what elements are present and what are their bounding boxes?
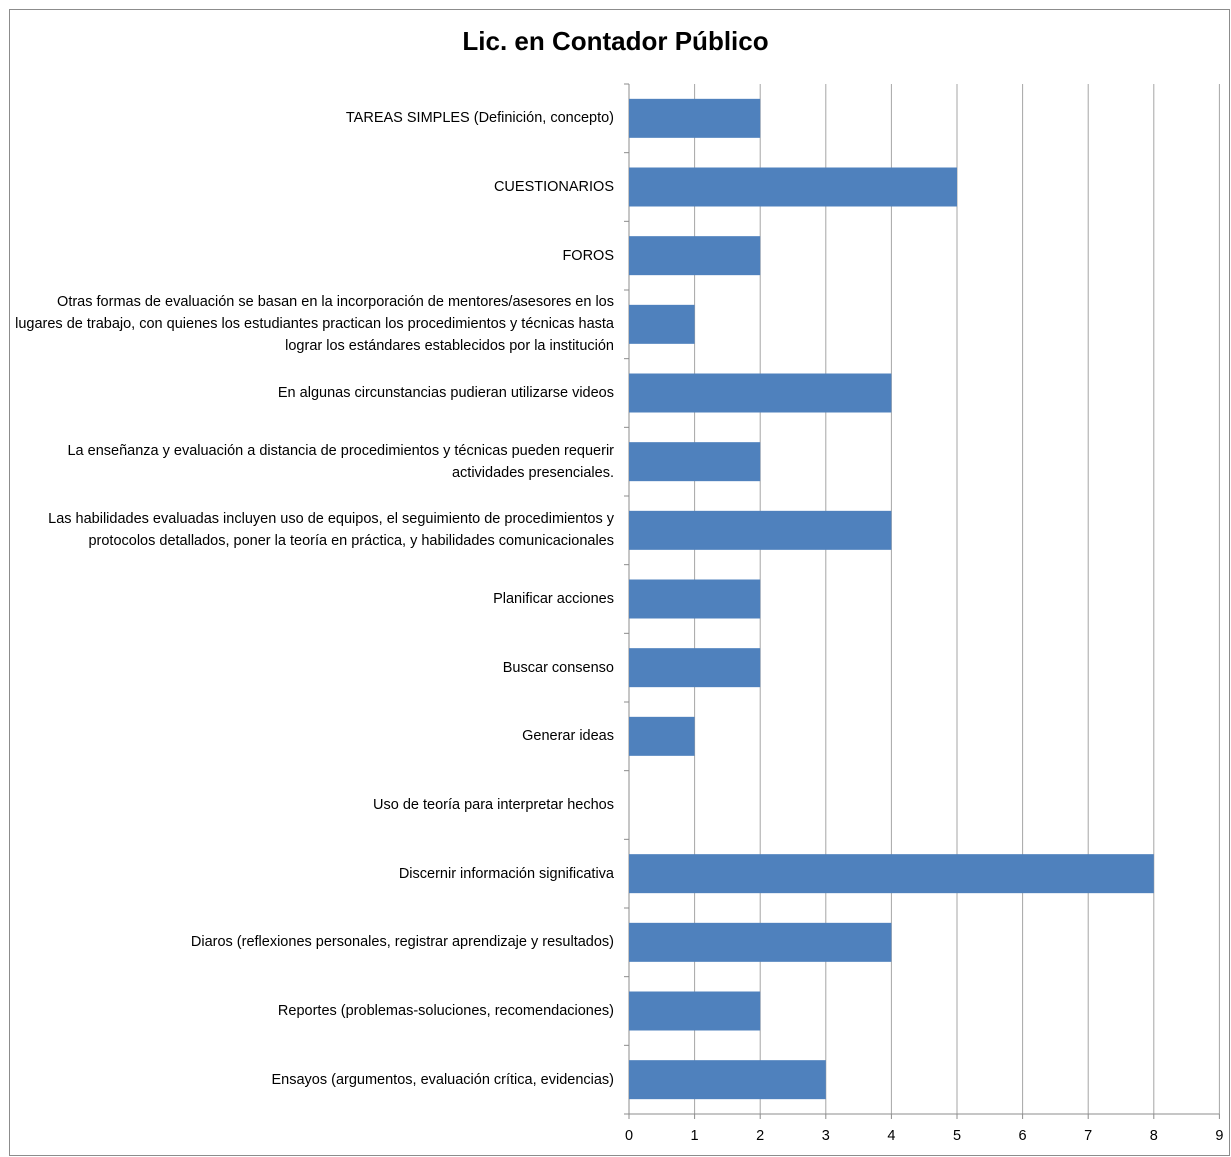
chart-frame bbox=[9, 9, 1230, 1156]
x-tick-label: 5 bbox=[952, 1128, 962, 1144]
bar bbox=[629, 167, 957, 207]
x-tick-label: 8 bbox=[1149, 1128, 1158, 1144]
category-label: TAREAS SIMPLES (Definición, concepto) bbox=[345, 110, 614, 127]
x-tick-label: 9 bbox=[1215, 1128, 1224, 1144]
category-label: Uso de teoría para interpretar hechos bbox=[373, 796, 614, 813]
x-tick-label: 4 bbox=[887, 1128, 896, 1144]
bar bbox=[629, 236, 761, 276]
category-label: Las habilidades evaluadas incluyen uso d… bbox=[48, 511, 614, 550]
bar bbox=[629, 991, 761, 1031]
bar bbox=[629, 442, 761, 482]
x-tick-label: 3 bbox=[821, 1128, 830, 1144]
category-label: Diaros (reflexiones personales, registra… bbox=[190, 934, 614, 951]
category-label: FOROS bbox=[562, 247, 614, 264]
bar bbox=[629, 304, 695, 344]
bar bbox=[629, 716, 695, 756]
bar bbox=[629, 648, 761, 688]
category-label: CUESTIONARIOS bbox=[493, 178, 614, 195]
bar bbox=[629, 854, 1154, 894]
category-label: Ensayos (argumentos, evaluación crítica,… bbox=[271, 1071, 614, 1088]
x-tick-label: 6 bbox=[1018, 1128, 1027, 1144]
bar bbox=[629, 510, 892, 550]
category-label: Reportes (problemas-soluciones, recomend… bbox=[277, 1002, 614, 1019]
bar bbox=[629, 98, 761, 138]
bar bbox=[629, 373, 892, 413]
bar bbox=[629, 579, 761, 619]
x-tick-label: 2 bbox=[756, 1128, 765, 1144]
category-label: La enseñanza y evaluación a distancia de… bbox=[67, 442, 614, 481]
category-label: Generar ideas bbox=[522, 728, 614, 745]
category-label: Otras formas de evaluación se basan en l… bbox=[15, 294, 614, 355]
chart-title: Lic. en Contador Público bbox=[462, 26, 769, 56]
bar bbox=[629, 1060, 826, 1100]
x-tick-label: 7 bbox=[1084, 1128, 1093, 1144]
category-label: Planificar acciones bbox=[493, 590, 614, 607]
x-tick-label: 1 bbox=[690, 1128, 699, 1144]
category-label: Discernir información significativa bbox=[398, 865, 614, 882]
category-label: En algunas circunstancias pudieran utili… bbox=[277, 384, 614, 401]
bar bbox=[629, 922, 892, 962]
category-label: Buscar consenso bbox=[502, 659, 614, 676]
x-tick-label: 0 bbox=[624, 1128, 634, 1144]
